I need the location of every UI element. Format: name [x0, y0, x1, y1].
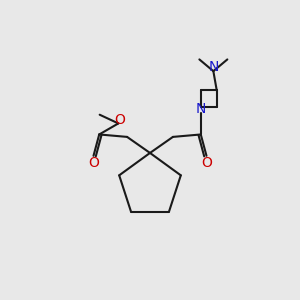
- Text: O: O: [202, 156, 212, 170]
- Text: N: N: [208, 60, 218, 74]
- Text: N: N: [196, 102, 206, 116]
- Text: O: O: [88, 156, 99, 170]
- Text: O: O: [114, 113, 125, 128]
